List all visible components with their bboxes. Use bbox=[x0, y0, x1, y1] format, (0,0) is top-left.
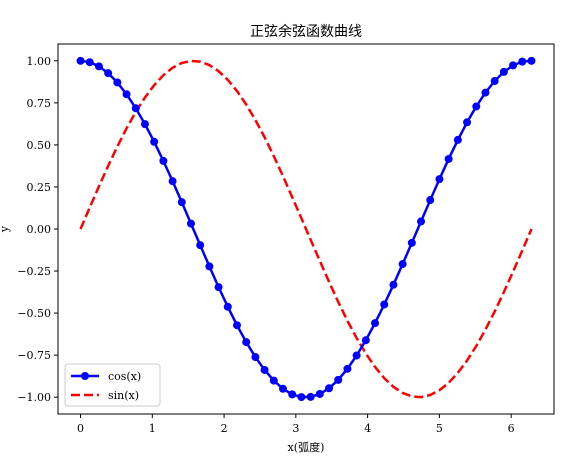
data-point bbox=[361, 336, 370, 345]
data-point bbox=[315, 389, 324, 398]
data-point bbox=[499, 67, 508, 76]
legend-label-sin: sin(x) bbox=[108, 389, 139, 402]
data-point bbox=[453, 135, 462, 144]
y-tick-label: −0.75 bbox=[17, 349, 51, 362]
x-tick-label: 2 bbox=[221, 422, 228, 435]
legend: cos(x) sin(x) bbox=[64, 363, 161, 407]
data-point bbox=[472, 102, 481, 111]
data-point bbox=[481, 88, 490, 97]
data-point bbox=[371, 319, 380, 328]
y-tick-label: 0.50 bbox=[27, 139, 52, 152]
y-tick-label: −0.25 bbox=[17, 265, 51, 278]
y-tick-label: −1.00 bbox=[17, 391, 51, 404]
y-axis-label: y bbox=[0, 225, 11, 233]
data-point bbox=[196, 241, 205, 250]
data-point bbox=[306, 392, 315, 401]
chart-title: 正弦余弦函数曲线 bbox=[250, 23, 362, 40]
data-point bbox=[242, 338, 251, 347]
data-point bbox=[352, 351, 361, 360]
data-point bbox=[205, 262, 214, 271]
data-point bbox=[122, 90, 131, 99]
y-tick-label: 1.00 bbox=[27, 55, 52, 68]
data-point bbox=[490, 77, 499, 86]
data-point bbox=[104, 69, 113, 78]
data-point bbox=[223, 302, 232, 311]
data-point bbox=[85, 58, 94, 67]
x-tick-label: 0 bbox=[77, 422, 84, 435]
data-point bbox=[334, 375, 343, 384]
y-tick-label: 0.00 bbox=[27, 223, 52, 236]
series-layer bbox=[76, 56, 536, 402]
data-point bbox=[232, 321, 241, 330]
data-point bbox=[463, 118, 472, 127]
data-point bbox=[186, 219, 195, 228]
data-point bbox=[426, 196, 435, 205]
data-point bbox=[325, 384, 334, 393]
x-axis-label: x(弧度) bbox=[288, 440, 325, 454]
data-point bbox=[279, 384, 287, 393]
data-point bbox=[527, 56, 536, 65]
legend-marker-cos bbox=[81, 372, 89, 380]
data-point bbox=[94, 62, 103, 71]
data-point bbox=[417, 217, 426, 226]
data-point bbox=[518, 57, 527, 66]
data-point bbox=[269, 376, 278, 385]
data-point bbox=[113, 78, 122, 87]
y-tick-label: −0.50 bbox=[17, 307, 51, 320]
x-tick-label: 3 bbox=[292, 422, 299, 435]
data-point bbox=[288, 390, 297, 399]
data-point bbox=[76, 56, 85, 65]
x-tick-label: 1 bbox=[149, 422, 156, 435]
data-point bbox=[297, 393, 306, 402]
y-tick-label: 0.25 bbox=[27, 181, 52, 194]
plot-area bbox=[76, 56, 536, 402]
data-point bbox=[177, 198, 186, 207]
data-point bbox=[260, 365, 269, 374]
data-point bbox=[214, 283, 223, 292]
data-point bbox=[398, 260, 407, 269]
x-axis: 0 1 2 3 4 5 6 bbox=[77, 414, 515, 435]
data-point bbox=[168, 177, 177, 186]
data-point bbox=[444, 154, 453, 163]
x-tick-label: 5 bbox=[436, 422, 443, 435]
data-point bbox=[150, 137, 159, 146]
data-point bbox=[389, 280, 398, 289]
y-axis: −1.00 −0.75 −0.50 −0.25 0.00 0.25 0.50 0.75 1.00 bbox=[17, 55, 58, 404]
y-tick-label: 0.75 bbox=[27, 97, 52, 110]
data-point bbox=[140, 120, 149, 129]
data-point bbox=[380, 300, 389, 309]
data-point bbox=[251, 353, 260, 362]
data-point bbox=[435, 175, 444, 184]
data-point bbox=[407, 238, 416, 247]
data-point bbox=[509, 61, 518, 70]
legend-label-cos: cos(x) bbox=[108, 370, 141, 383]
x-tick-label: 4 bbox=[364, 422, 371, 435]
data-point bbox=[343, 364, 352, 373]
series-line-sinx bbox=[79, 59, 533, 399]
data-point bbox=[131, 104, 140, 113]
x-tick-label: 6 bbox=[508, 422, 515, 435]
data-point bbox=[159, 156, 168, 165]
